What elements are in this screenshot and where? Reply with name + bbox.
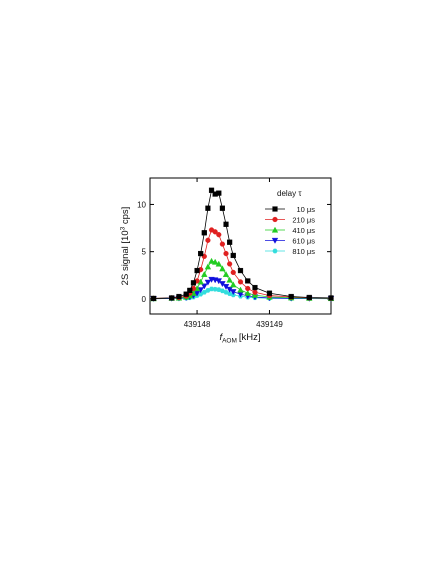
- legend-label: 210 μs: [292, 216, 315, 225]
- data-point: [223, 289, 229, 295]
- data-point: [215, 260, 222, 267]
- data-point: [252, 289, 258, 295]
- x-axis-label: fAOM [kHz]: [219, 332, 260, 345]
- data-point: [226, 276, 233, 283]
- legend-entry: 210 μs: [265, 216, 315, 225]
- y-tick-label: 10: [137, 200, 146, 209]
- data-point: [208, 257, 215, 264]
- data-point: [216, 190, 222, 196]
- legend-label: 10 μs: [297, 205, 316, 214]
- legend-entry: 810 μs: [265, 247, 315, 256]
- data-point: [219, 265, 226, 272]
- data-point: [176, 293, 182, 300]
- data-point: [219, 205, 226, 211]
- x-axis-ticks: 439148 439149: [184, 178, 283, 329]
- data-point: [230, 289, 237, 296]
- data-point: [187, 287, 193, 293]
- data-point: [169, 295, 175, 301]
- data-point: [227, 261, 233, 267]
- data-point: [237, 279, 244, 285]
- data-point: [288, 293, 294, 300]
- data-point: [227, 239, 233, 245]
- data-point: [266, 290, 273, 296]
- legend-label: 810 μs: [292, 247, 315, 256]
- data-point: [201, 271, 208, 277]
- data-point: [151, 295, 157, 302]
- x-tick-label: 439149: [256, 320, 283, 329]
- data-point: [230, 269, 236, 276]
- data-point: [223, 221, 229, 227]
- data-point: [194, 267, 200, 274]
- data-point: [201, 230, 207, 236]
- legend-title: delay τ: [277, 189, 302, 198]
- data-point: [204, 263, 212, 270]
- plot-frame: [149, 177, 332, 315]
- data-point: [212, 286, 218, 292]
- legend-label: 610 μs: [292, 237, 315, 246]
- data-point: [205, 205, 211, 211]
- data-point: [204, 279, 212, 286]
- data-point: [208, 286, 215, 292]
- data-point: [230, 252, 236, 259]
- series-0: [151, 187, 334, 302]
- y-axis-ticks: 0 5 10: [137, 200, 331, 304]
- y-tick-label: 0: [142, 295, 147, 304]
- data-point: [245, 278, 251, 284]
- y-axis-label: 2S signal [103 cps]: [120, 207, 132, 286]
- data-point: [208, 187, 215, 193]
- legend-marker: [272, 248, 278, 254]
- data-point: [222, 271, 230, 277]
- data-point: [223, 250, 229, 257]
- legend-marker: [271, 237, 279, 244]
- data-point: [219, 288, 226, 294]
- legend-entry: 610 μs: [265, 237, 315, 246]
- data-point: [219, 241, 226, 247]
- data-point: [216, 232, 222, 238]
- y-tick-label: 5: [142, 248, 147, 257]
- plot-series: [150, 187, 335, 302]
- legend-marker: [271, 226, 279, 233]
- data-point: [205, 237, 211, 243]
- data-point: [183, 291, 189, 297]
- data-point: [244, 289, 251, 296]
- data-point: [212, 229, 218, 235]
- legend-entry: 410 μs: [265, 226, 315, 235]
- data-point: [190, 280, 197, 286]
- data-point: [252, 284, 258, 291]
- data-point: [237, 286, 244, 293]
- data-point: [306, 294, 312, 301]
- x-tick-label: 439148: [184, 320, 211, 329]
- data-point: [328, 295, 334, 301]
- legend-label: 410 μs: [292, 226, 315, 235]
- data-point: [198, 250, 204, 257]
- legend-marker: [272, 216, 278, 223]
- data-point: [205, 288, 211, 293]
- data-point: [201, 283, 208, 290]
- legend-entry: 10 μs: [265, 205, 315, 214]
- data-point: [230, 281, 237, 288]
- legend-marker: [272, 206, 278, 212]
- data-point: [211, 258, 219, 265]
- data-point: [237, 267, 244, 274]
- data-point: [245, 285, 251, 292]
